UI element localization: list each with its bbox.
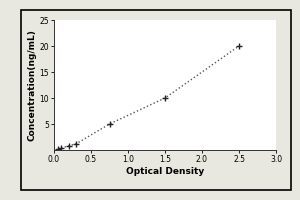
- Y-axis label: Concentration(ng/mL): Concentration(ng/mL): [28, 29, 37, 141]
- X-axis label: Optical Density: Optical Density: [126, 167, 204, 176]
